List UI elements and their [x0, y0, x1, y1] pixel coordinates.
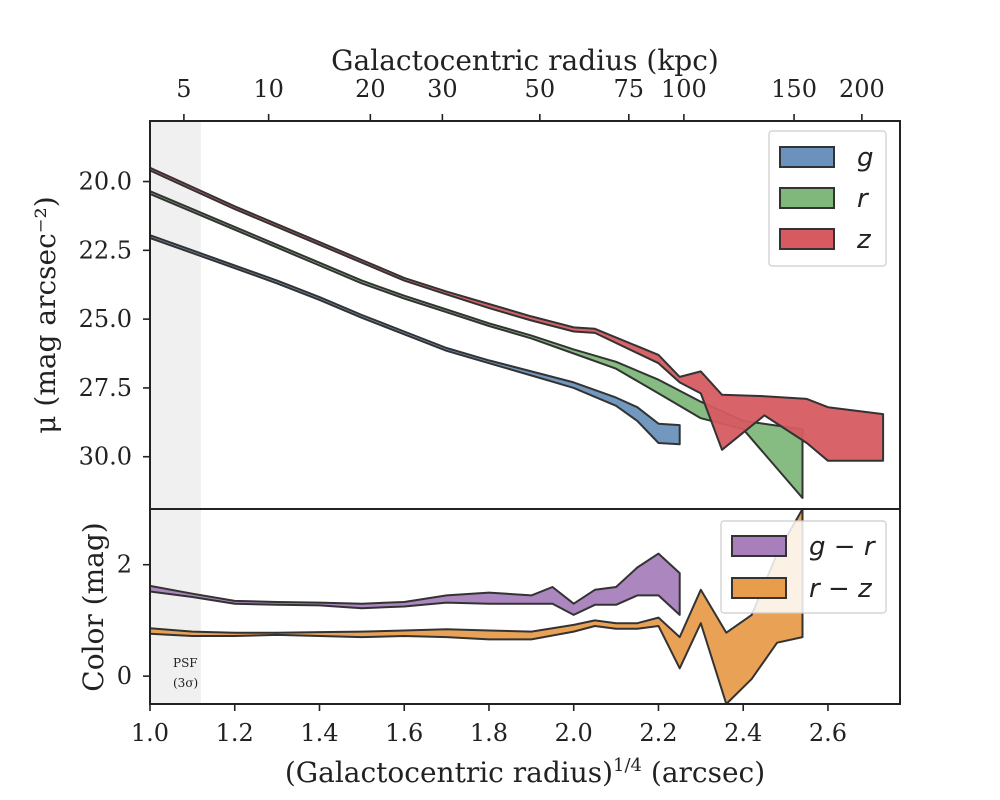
top-kpc-axis-ticks: 5 10 20 30 50 75 100 150 200 [176, 75, 885, 121]
x-axis-label-main: (Galactocentric radius) [285, 756, 613, 789]
kpc-tick-label-5: 5 [176, 75, 191, 103]
band-gr [149, 552, 681, 616]
bottom-y-axis-label: Color (mag) [77, 522, 110, 691]
mu-tick-label-25.0: 25.0 [79, 305, 132, 333]
legend-swatch-g-r [731, 535, 787, 557]
mu-tick-label-30.0: 30.0 [79, 443, 132, 471]
kpc-tick-label-75: 75 [614, 75, 645, 103]
legend-label-g: g [857, 143, 874, 173]
x-axis-label-unit: (arcsec) [642, 756, 765, 789]
legend-label-r-z: r − z [809, 574, 873, 604]
legend-label-r: r [857, 184, 870, 214]
kpc-tick-label-20: 20 [355, 75, 386, 103]
kpc-tick-label-30: 30 [427, 75, 458, 103]
psf-label: PSF [173, 656, 198, 670]
top-axis-label: Galactocentric radius (kpc) [331, 44, 719, 77]
x-tick-label-1.8: 1.8 [470, 719, 508, 747]
x-tick-label-1.4: 1.4 [300, 719, 338, 747]
kpc-tick-label-100: 100 [661, 75, 707, 103]
x-axis-label: (Galactocentric radius)1/4 (arcsec) [285, 755, 765, 789]
legend-label-g-r: g − r [809, 532, 877, 562]
psf-region-bottom [150, 509, 201, 704]
kpc-tick-label-200: 200 [839, 75, 885, 103]
x-tick-label-1.0: 1.0 [131, 719, 169, 747]
legend-swatch-r [779, 187, 835, 209]
x-tick-label-2.0: 2.0 [555, 719, 593, 747]
band-rz [149, 508, 804, 705]
color-tick-label-0: 0 [117, 662, 132, 690]
psf-region-top [150, 121, 201, 509]
mu-tick-label-20.0: 20.0 [79, 168, 132, 196]
top-legend: g r z [768, 130, 887, 267]
psf-sigma-label: (3σ) [173, 676, 198, 690]
kpc-tick-label-50: 50 [525, 75, 556, 103]
top-y-axis-label: μ (mag arcsec⁻²) [29, 196, 62, 433]
x-tick-label-1.2: 1.2 [216, 719, 254, 747]
band-r [149, 190, 804, 499]
bottom-y-axis-ticks: 02 [117, 551, 150, 690]
band-z [149, 166, 885, 462]
x-tick-label-1.6: 1.6 [385, 719, 423, 747]
top-y-axis-ticks: 20.0 22.5 25.0 27.5 30.0 [79, 168, 150, 471]
legend-swatch-g [779, 146, 835, 168]
bottom-panel-frame [149, 508, 901, 705]
bottom-legend: g − r r − z [720, 520, 887, 614]
kpc-tick-label-10: 10 [253, 75, 284, 103]
bottom-x-axis-ticks: 1.0 1.2 1.4 1.6 1.8 2.0 2.2 2.4 2.6 [131, 704, 847, 747]
bottom-panel-bands [149, 508, 804, 705]
color-tick-label-2: 2 [117, 551, 132, 579]
legend-label-z: z [856, 225, 872, 255]
x-axis-label-exponent: 1/4 [613, 755, 642, 776]
kpc-tick-label-150: 150 [771, 75, 817, 103]
mu-tick-label-27.5: 27.5 [79, 374, 132, 402]
legend-swatch-r-z [731, 577, 787, 599]
x-tick-label-2.6: 2.6 [809, 719, 847, 747]
top-panel-bands [149, 166, 885, 499]
x-tick-label-2.4: 2.4 [724, 719, 762, 747]
x-tick-label-2.2: 2.2 [639, 719, 677, 747]
band-g [149, 234, 681, 446]
mu-tick-label-22.5: 22.5 [79, 236, 132, 264]
legend-swatch-z [779, 228, 835, 250]
